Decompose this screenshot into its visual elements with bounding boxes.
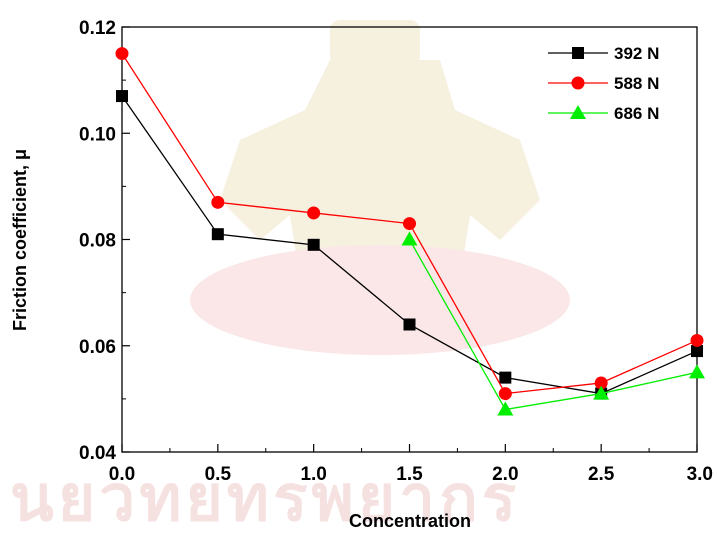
legend-entry: 588 N [548, 74, 659, 93]
legend: 392 N 588 N 686 N [548, 44, 659, 123]
y-tick-label: 0.06 [79, 337, 116, 358]
data-point [593, 385, 610, 400]
legend-label: 588 N [614, 74, 659, 93]
series-line [408, 239, 698, 411]
data-point [594, 376, 608, 390]
x-tick-label: 0.0 [109, 464, 135, 485]
y-axis-title: Friction coefficient, μ [10, 149, 30, 331]
data-point [307, 206, 321, 220]
series-circle [115, 47, 704, 401]
legend-label: 686 N [614, 104, 659, 123]
data-point [499, 371, 512, 384]
x-axis: 0.0 0.5 1.0 1.5 2.0 2.5 3.0 [109, 444, 713, 485]
x-tick-label: 2.0 [492, 464, 518, 485]
legend-entry: 686 N [548, 104, 659, 123]
x-tick-label: 1.0 [300, 464, 326, 485]
x-tick-label: 2.5 [588, 464, 615, 485]
y-axis: 0.04 0.06 0.08 0.10 0.12 [79, 18, 130, 464]
x-axis-title: Concentration [349, 511, 471, 531]
watermark-text: นยวทยทรพยากร [10, 462, 520, 534]
data-point [498, 387, 512, 401]
data-point [116, 90, 128, 103]
y-tick-label: 0.10 [79, 124, 116, 145]
data-point [307, 238, 320, 251]
data-point [403, 318, 416, 331]
y-tick-label: 0.08 [79, 231, 116, 252]
legend-marker [570, 105, 586, 119]
legend-label: 392 N [614, 44, 659, 63]
x-tick-label: 1.5 [396, 464, 423, 485]
data-point [401, 231, 418, 246]
x-tick-label: 3.0 [687, 464, 713, 485]
data-point [211, 228, 224, 241]
watermark-seal [190, 20, 570, 355]
y-tick-label: 0.12 [79, 18, 116, 39]
data-point [211, 195, 225, 209]
x-tick-label: 0.5 [205, 464, 232, 485]
series-layer [115, 47, 705, 416]
y-tick-label: 0.04 [79, 443, 116, 464]
data-point [497, 401, 514, 416]
series-triangle [401, 231, 705, 416]
data-point [115, 47, 129, 61]
data-point [691, 345, 703, 358]
data-point [690, 333, 704, 347]
legend-entry: 392 N [548, 44, 659, 63]
legend-marker [572, 47, 584, 59]
data-point [689, 364, 705, 379]
legend-marker [571, 76, 585, 90]
data-point [403, 217, 416, 231]
